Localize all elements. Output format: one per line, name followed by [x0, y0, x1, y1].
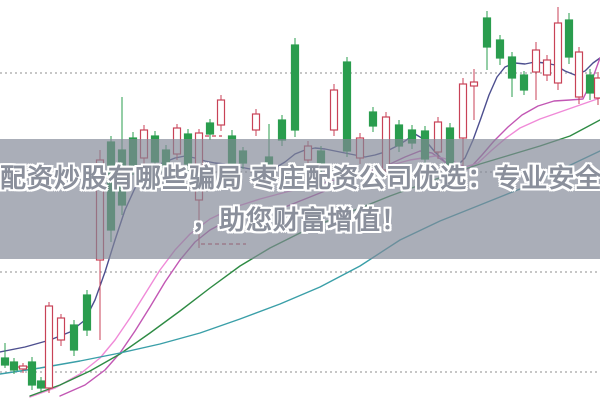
- headline-overlay-band: 配资炒股有哪些骗局 枣庄配资公司优选：专业安全 ，助您财富增值！: [0, 139, 600, 259]
- headline-line-1: 配资炒股有哪些骗局 枣庄配资公司优选：专业安全: [0, 163, 600, 193]
- headline-line-2: ，助您财富增值！: [191, 205, 408, 235]
